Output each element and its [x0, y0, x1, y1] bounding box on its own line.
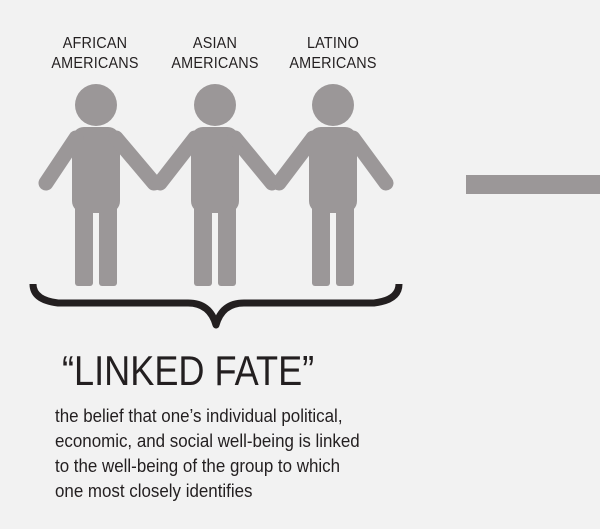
definition-line: the belief that one’s individual politic…	[55, 406, 343, 426]
person-figure-icon	[152, 84, 280, 286]
person-figure-icon	[38, 84, 162, 286]
group-label-line: AMERICANS	[171, 55, 259, 72]
group-label-line: AMERICANS	[51, 55, 139, 72]
group-label-african-americans: AFRICAN AMERICANS	[46, 34, 145, 74]
term-definition: the belief that one’s individual politic…	[55, 404, 393, 504]
group-label-latino-americans: LATINO AMERICANS	[284, 34, 383, 74]
group-label-asian-americans: ASIAN AMERICANS	[166, 34, 265, 74]
group-label-line: ASIAN	[192, 35, 238, 52]
curly-brace-icon	[29, 283, 403, 329]
definition-line: one most closely identifies	[55, 481, 253, 501]
group-label-line: AFRICAN	[62, 35, 128, 52]
connector-bar	[466, 175, 600, 194]
definition-line: economic, and social well-being is linke…	[55, 431, 360, 451]
group-label-line: LATINO	[306, 35, 360, 52]
group-label-line: AMERICANS	[289, 55, 377, 72]
definition-line: to the well-being of the group to which	[55, 456, 340, 476]
person-figure-icon	[271, 84, 394, 286]
term-title: “LINKED FATE”	[62, 347, 315, 394]
